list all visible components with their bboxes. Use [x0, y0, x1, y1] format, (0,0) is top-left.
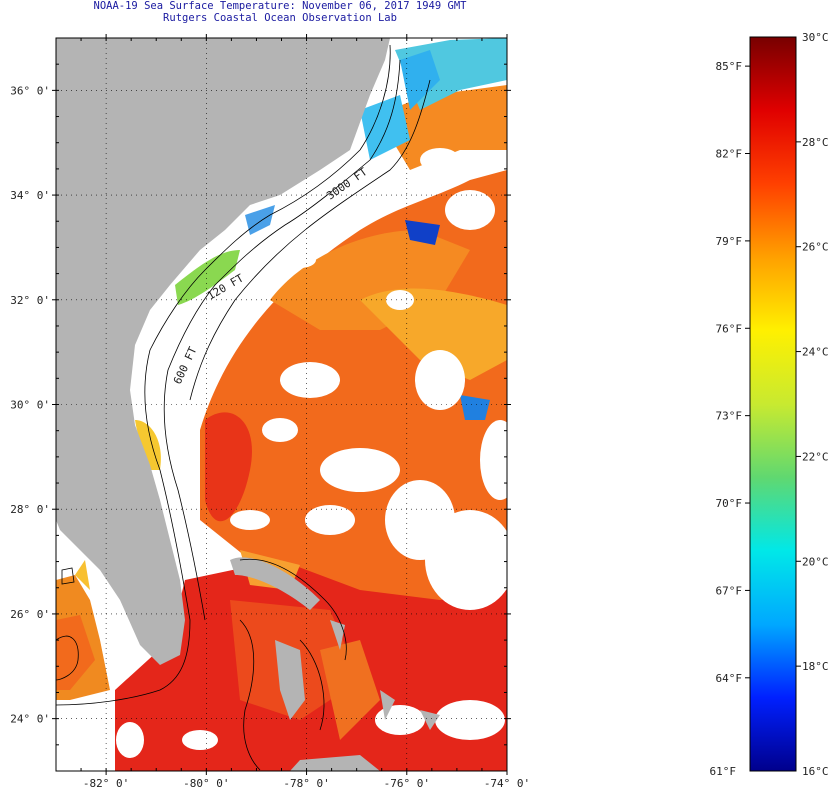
fahrenheit-label: 67°F	[716, 584, 743, 597]
fahrenheit-label: 85°F	[716, 60, 743, 73]
lon-tick-label: -74° 0'	[484, 777, 530, 790]
fahrenheit-label: 70°F	[716, 497, 743, 510]
celsius-label: 24°C	[802, 346, 829, 359]
celsius-labels: 30°C 28°C 26°C 24°C 22°C 20°C 18°C 16°C	[796, 31, 829, 778]
depth-contours	[56, 44, 431, 771]
lon-tick-label: -82° 0'	[83, 777, 129, 790]
map-title: NOAA-19 Sea Surface Temperature: Novembe…	[93, 0, 467, 12]
map-plot-area: 120 FT 600 FT 3000 FT	[56, 38, 507, 771]
lon-tick-label: -76° 0'	[384, 777, 430, 790]
land-mass	[56, 38, 440, 771]
celsius-label: 20°C	[802, 555, 829, 568]
fahrenheit-label: 64°F	[716, 672, 743, 685]
celsius-label: 22°C	[802, 450, 829, 463]
fahrenheit-label: 73°F	[716, 410, 743, 423]
longitude-labels: -82° 0' -80° 0' -78° 0' -76° 0' -74° 0'	[83, 777, 530, 790]
fahrenheit-label: 76°F	[716, 322, 743, 335]
fahrenheit-label: 79°F	[716, 235, 743, 248]
celsius-label: 16°C	[802, 765, 829, 778]
map-subtitle: Rutgers Coastal Ocean Observation Lab	[163, 12, 397, 24]
celsius-label: 18°C	[802, 660, 829, 673]
lon-tick-label: -80° 0'	[183, 777, 229, 790]
lat-tick-label: 24° 0'	[10, 713, 50, 726]
color-scale-bar	[749, 36, 797, 772]
lat-tick-label: 32° 0'	[10, 294, 50, 307]
celsius-label: 30°C	[802, 31, 829, 44]
lat-tick-label: 26° 0'	[10, 608, 50, 621]
celsius-label: 28°C	[802, 136, 829, 149]
map-tick-marks	[52, 34, 511, 775]
fahrenheit-label: 82°F	[716, 148, 743, 161]
fahrenheit-label: 61°F	[710, 765, 737, 778]
sst-field	[56, 38, 507, 771]
lat-tick-label: 28° 0'	[10, 503, 50, 516]
lat-tick-label: 34° 0'	[10, 189, 50, 202]
lat-lon-grid	[56, 38, 507, 771]
lat-tick-label: 30° 0'	[10, 399, 50, 412]
fahrenheit-labels: 85°F 82°F 79°F 76°F 73°F 70°F 67°F 64°F 61°F	[710, 60, 750, 778]
latitude-labels: 36° 0' 34° 0' 32° 0' 30° 0' 28° 0' 26° 0' 24° …	[10, 84, 50, 725]
lat-tick-label: 36° 0'	[10, 84, 50, 97]
celsius-label: 26°C	[802, 241, 829, 254]
lon-tick-label: -78° 0'	[283, 777, 329, 790]
